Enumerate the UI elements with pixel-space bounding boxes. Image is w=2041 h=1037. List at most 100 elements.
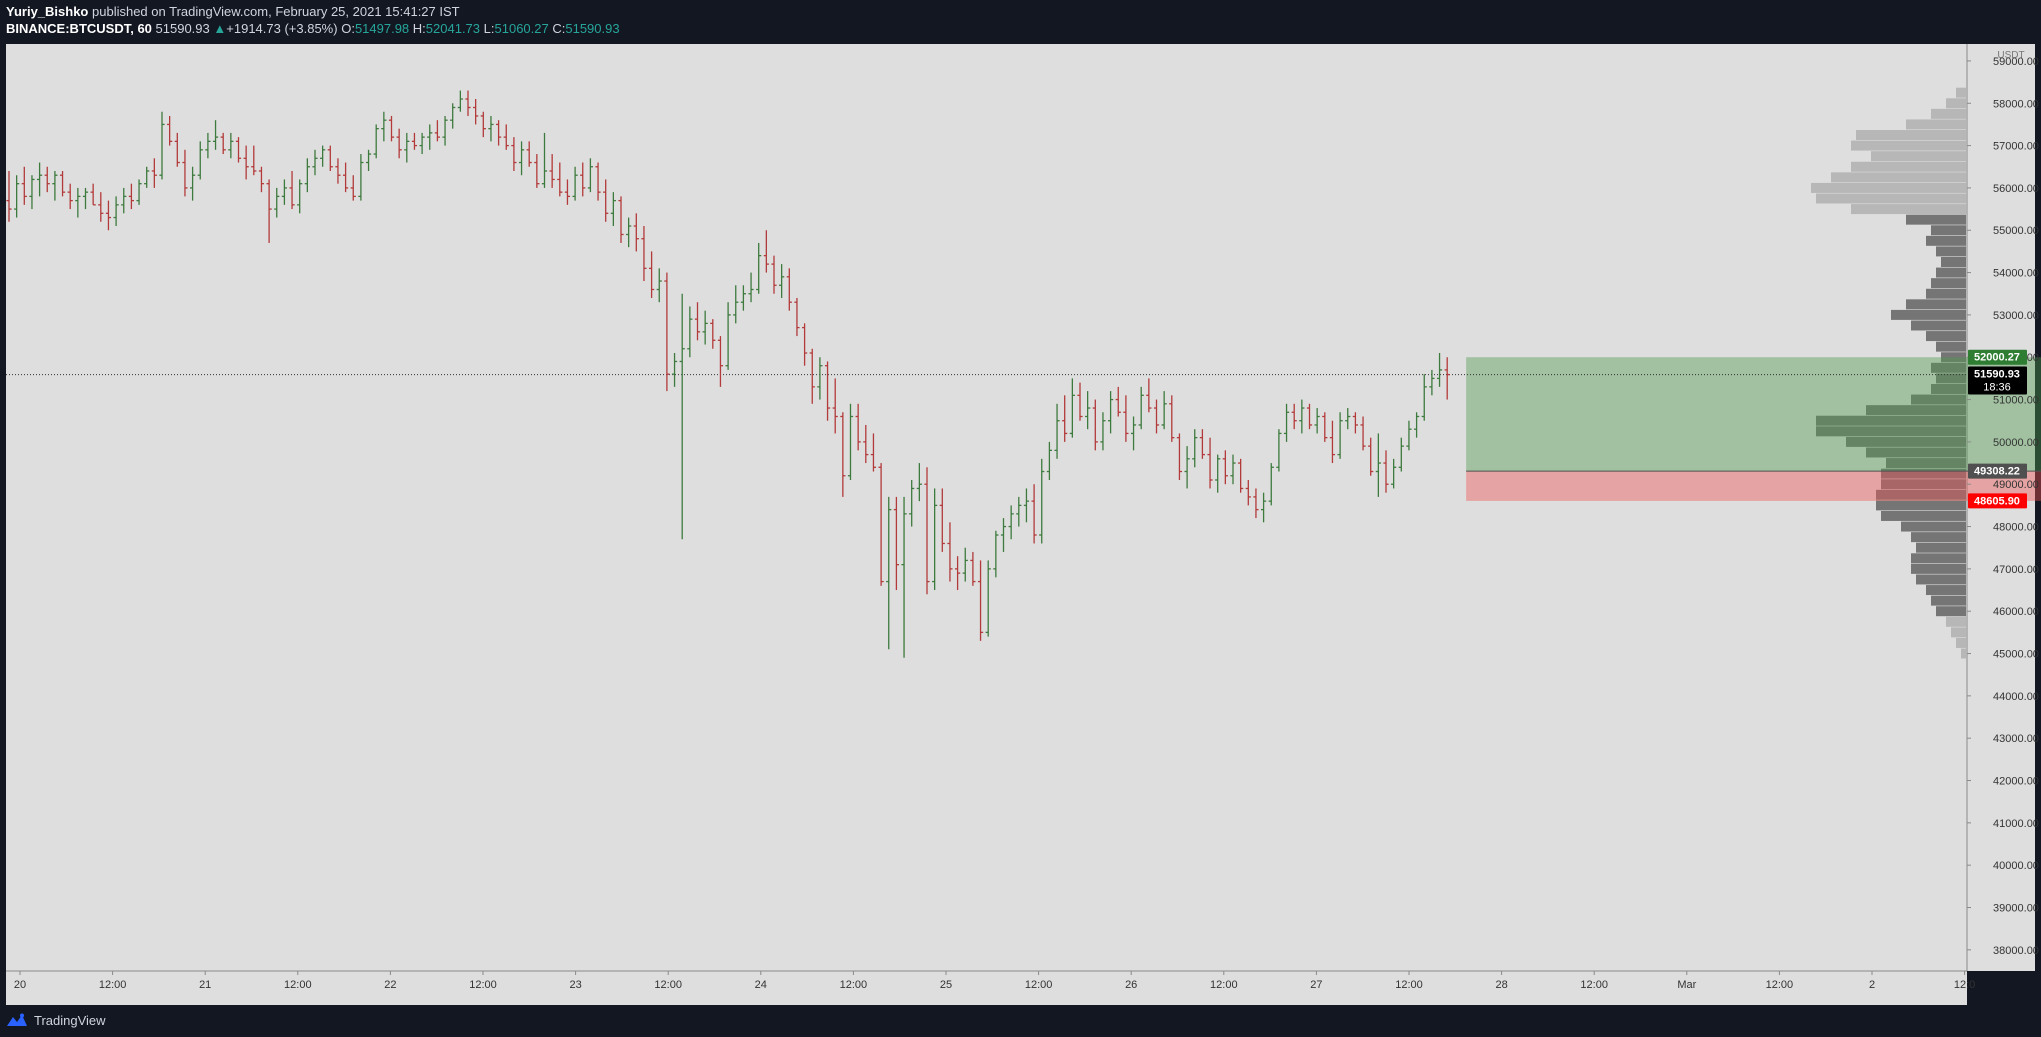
ohlc-bar-120: [924, 467, 930, 595]
last-price: 51590.93: [155, 21, 210, 36]
ohlc-bar-69: [534, 154, 540, 188]
loss-zone: [1466, 471, 2041, 501]
ohlc-bar-142: [1092, 399, 1098, 451]
time-tick-label: 12:00: [840, 979, 868, 991]
volume-profile-row-11: [1851, 204, 1966, 215]
ohlc-bar-23: [182, 149, 188, 197]
currency-label: USDT: [1997, 50, 2024, 61]
time-tick-label: 12:00: [1210, 979, 1238, 991]
ohlc-bar-137: [1054, 403, 1060, 459]
ohlc-bar-77: [595, 162, 601, 201]
ohlc-bar-82: [633, 213, 639, 252]
ohlc-bar-31: [243, 145, 249, 180]
low-value: 51060.27: [494, 21, 549, 36]
symbol-name[interactable]: BINANCE:BTCUSDT, 60: [6, 21, 152, 36]
ohlc-bar-175: [1345, 408, 1351, 430]
current-price-label-box: [1968, 366, 2027, 395]
ohlc-bar-11: [90, 183, 96, 206]
ohlc-bar-157: [1207, 437, 1213, 489]
price-tick-label: 41000.00: [1993, 818, 2039, 830]
ohlc-bar-32: [251, 145, 257, 176]
ohlc-bar-145: [1115, 386, 1121, 417]
ohlc-bar-100: [771, 255, 777, 294]
ohlc-bar-54: [419, 132, 425, 155]
volume-profile-row-34: [1866, 447, 1966, 458]
open-value: 51497.98: [354, 21, 410, 36]
time-tick-label: 21: [199, 979, 211, 991]
ohlc-bar-80: [618, 196, 624, 243]
ohlc-bar-29: [228, 132, 234, 159]
volume-profile-row-51: [1951, 627, 1966, 638]
ohlc-bar-19: [151, 158, 157, 188]
ohlc-bar-141: [1085, 391, 1091, 430]
volume-profile-row-12: [1906, 214, 1966, 225]
volume-profile-row-28: [1931, 383, 1966, 394]
volume-profile-row-26: [1931, 362, 1966, 373]
ohlc-bar-121: [932, 488, 938, 591]
plot-area[interactable]: [6, 44, 1967, 971]
volume-profile-row-0: [1956, 87, 1966, 98]
ohlc-bar-15: [121, 187, 127, 214]
ohlc-bar-154: [1184, 446, 1190, 489]
ohlc-bar-125: [962, 547, 968, 582]
ohlc-bar-74: [572, 166, 578, 201]
volume-profile-row-42: [1911, 532, 1966, 543]
ohlc-bar-180: [1383, 450, 1389, 493]
ohlc-bar-116: [893, 496, 899, 591]
volume-profile-row-45: [1911, 563, 1966, 574]
ohlc-bar-48: [373, 124, 379, 159]
ohlc-bar-36: [281, 179, 287, 205]
volume-profile-row-46: [1916, 574, 1966, 585]
ohlc-bar-72: [557, 162, 563, 197]
volume-profile-row-52: [1956, 637, 1966, 648]
volume-profile-row-8: [1831, 172, 1966, 183]
ohlc-bar-178: [1368, 437, 1374, 476]
price-tick-label: 53000.00: [1993, 310, 2039, 322]
ohlc-bar-126: [970, 551, 976, 586]
ohlc-bar-55: [427, 124, 433, 150]
volume-profile-row-3: [1906, 119, 1966, 130]
time-tick-label: 12:00: [654, 979, 682, 991]
ohlc-bar-117: [901, 496, 907, 658]
author-name[interactable]: Yuriy_Bishko: [6, 4, 89, 19]
ohlc-bar-1: [14, 175, 20, 218]
ohlc-bar-146: [1123, 395, 1129, 442]
ohlc-bar-2: [21, 166, 27, 205]
ohlc-bar-46: [358, 154, 364, 201]
ohlc-bar-76: [587, 158, 593, 193]
volume-profile-row-43: [1916, 542, 1966, 553]
ohlc-bar-79: [610, 192, 616, 227]
volume-profile-row-22: [1911, 320, 1966, 331]
ohlc-bar-119: [916, 463, 922, 502]
price-tick-label: 46000.00: [1993, 606, 2039, 618]
ohlc-bar-98: [756, 242, 762, 294]
time-tick-label: 12:00: [1025, 979, 1053, 991]
ohlc-bar-17: [136, 179, 142, 205]
ohlc-bar-167: [1283, 403, 1290, 442]
ohlc-bar-156: [1199, 429, 1205, 459]
volume-profile-row-47: [1926, 585, 1966, 596]
time-axis[interactable]: [6, 971, 1967, 1005]
ohlc-bar-81: [626, 217, 632, 248]
ohlc-bar-20: [159, 111, 165, 180]
ohlc-bar-101: [779, 264, 785, 298]
ohlc-bar-33: [258, 166, 265, 193]
volume-profile-row-41: [1901, 521, 1966, 532]
price-tick-label: 40000.00: [1993, 860, 2039, 872]
ohlc-bar-40: [312, 149, 318, 176]
ohlc-bar-66: [511, 137, 517, 171]
ohlc-bar-59: [457, 90, 463, 112]
price-chart[interactable]: USDT 59000.00 58000.00 57000.00 56000.00 550…: [0, 42, 2041, 1008]
footer-brand[interactable]: TradingView: [6, 1009, 106, 1031]
volume-profile-row-7: [1851, 161, 1966, 172]
volume-profile-row-49: [1936, 606, 1966, 617]
ohlc-bar-176: [1352, 412, 1358, 434]
target-price-label-box: [1968, 349, 2027, 365]
time-tick-label: Mar: [1677, 979, 1696, 991]
ohlc-bar-132: [1016, 496, 1022, 527]
ohlc-bar-64: [496, 120, 502, 146]
time-tick-label: 2: [1869, 979, 1875, 991]
long-position-tool[interactable]: [6, 357, 2041, 501]
ohlc-bar-166: [1276, 429, 1282, 472]
open-label: O:: [341, 21, 355, 36]
